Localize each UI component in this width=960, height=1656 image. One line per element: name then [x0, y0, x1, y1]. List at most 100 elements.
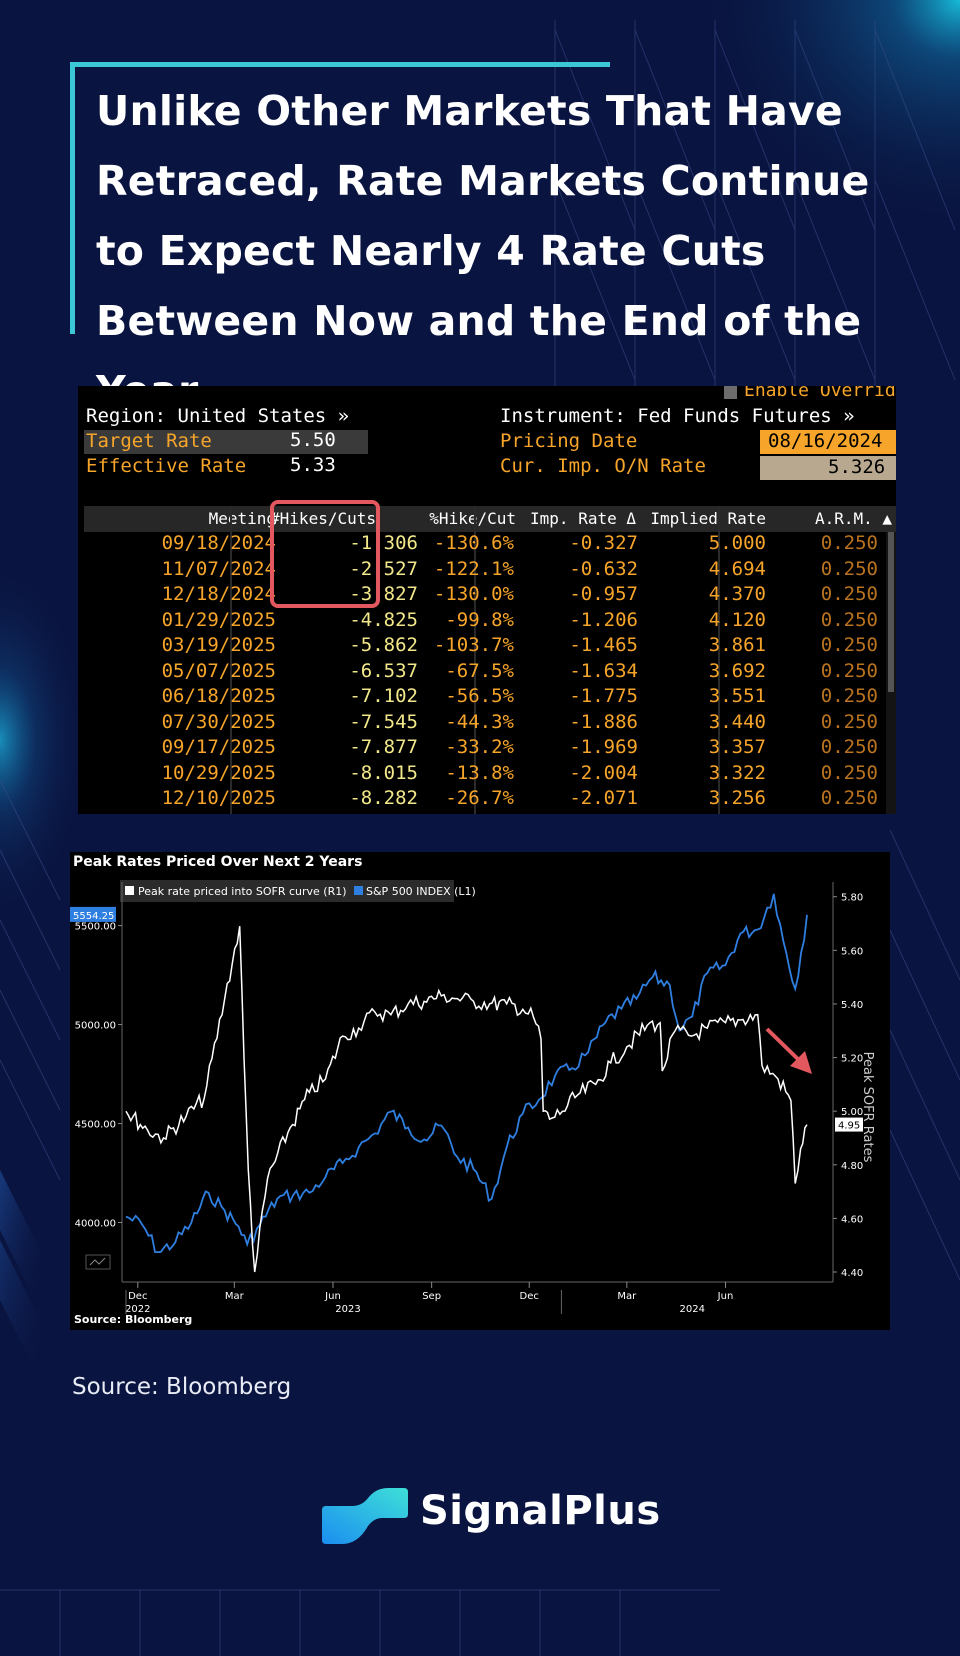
effective-rate-label: Effective Rate [86, 455, 247, 477]
x-tick-label: Mar [617, 1291, 637, 1302]
chart-tool-icon[interactable] [85, 1254, 111, 1270]
col-hikes-cuts[interactable]: #Hikes/Cuts [270, 509, 376, 528]
source-caption: Source: Bloomberg [72, 1374, 292, 1400]
brand-name: SignalPlus [420, 1488, 661, 1534]
last-value-right-badge [835, 1117, 863, 1132]
x-tick-label: Sep [422, 1291, 441, 1302]
hikes-cuts-value: -3.827 [349, 583, 418, 605]
column-divider [230, 506, 232, 814]
imp-rate-delta-value: -1.775 [569, 685, 638, 707]
table-row[interactable]: 07/30/2025 -7.545 -44.3% -1.886 3.440 0.250 [78, 711, 896, 736]
arm-value: 0.250 [820, 736, 878, 758]
hikes-cuts-value: -7.102 [349, 685, 418, 707]
implied-rate-value: 3.551 [708, 685, 766, 707]
hikes-cuts-value: -8.015 [349, 761, 418, 784]
implied-rate-value: 4.370 [708, 583, 766, 605]
pct-hike-cut-value: -99.8% [445, 608, 514, 631]
cur-imp-rate-value: 5.326 [828, 456, 886, 478]
col-meeting[interactable]: Meeting [208, 509, 276, 528]
bloomberg-terminal-panel: Enable Overrides Region: United States »… [78, 386, 896, 814]
title-accent-top [70, 62, 610, 67]
x-axis-ticks: Dec Mar Jun Sep Dec Mar Jun 2022 2023 2024 [125, 1282, 733, 1315]
meeting-date: 12/18/2024 [161, 583, 276, 605]
red-down-arrow-icon [765, 1027, 812, 1074]
series-line-sp500 [125, 893, 808, 1254]
x-tick-label: Jun [717, 1291, 734, 1302]
last-value-left-badge [70, 906, 116, 922]
effective-rate-value: 5.33 [290, 454, 336, 476]
instrument-label[interactable]: Instrument: Fed Funds Futures » [500, 405, 855, 427]
implied-rate-value: 3.440 [708, 710, 766, 733]
enable-overrides-checkbox[interactable] [724, 386, 737, 399]
right-tick-label: 5.00 [841, 1107, 863, 1118]
col-pct-hike-cut[interactable]: %Hike/Cut [429, 509, 516, 528]
legend-box [120, 880, 454, 902]
imp-rate-delta-value: -1.886 [569, 710, 638, 733]
cur-imp-rate-field[interactable] [760, 456, 896, 480]
x-tick-label: Jun [324, 1291, 341, 1302]
page-title: Unlike Other Markets That Have Retraced,… [96, 87, 870, 415]
meeting-date: 09/17/2025 [161, 736, 276, 758]
implied-rate-value: 4.120 [708, 608, 766, 631]
implied-rate-value: 3.357 [708, 736, 766, 758]
pct-hike-cut-value: -130.0% [433, 583, 514, 605]
meeting-date: 01/29/2025 [161, 608, 276, 631]
x-year-label: 2024 [680, 1304, 705, 1315]
meeting-date: 12/10/2025 [161, 787, 276, 809]
table-row[interactable]: 09/17/2025 -7.877 -33.2% -1.969 3.357 0.250 [78, 736, 896, 761]
table-row[interactable]: 06/18/2025 -7.102 -56.5% -1.775 3.551 0.250 [78, 685, 896, 710]
cur-imp-rate-label: Cur. Imp. O/N Rate [500, 455, 706, 477]
last-value-right: 4.95 [835, 1117, 863, 1132]
series-line-sofr [125, 926, 808, 1273]
chart-source: Source: Bloomberg [74, 1313, 192, 1326]
pct-hike-cut-value: -67.5% [445, 659, 514, 682]
table-scrollbar-thumb[interactable] [888, 532, 894, 692]
imp-rate-delta-value: -0.632 [569, 557, 638, 580]
chart-title: Peak Rates Priced Over Next 2 Years [73, 854, 362, 870]
table-row[interactable]: 09/18/2024 -1.306 -130.6% -0.327 5.000 0.250 [78, 532, 896, 557]
imp-rate-delta-value: -1.465 [569, 634, 638, 656]
legend-swatch-sp500 [354, 886, 363, 895]
left-axis-ticks: 4000.00 4500.00 5000.00 5500.00 [75, 922, 122, 1230]
region-label[interactable]: Region: United States » [86, 405, 350, 427]
left-tick-label: 5000.00 [75, 1021, 116, 1032]
pricing-date-value: 08/16/2024 [768, 430, 883, 452]
column-divider [474, 506, 476, 814]
table-row[interactable]: 10/29/2025 -8.015 -13.8% -2.004 3.322 0.250 [78, 762, 896, 787]
imp-rate-delta-value: -0.957 [569, 583, 638, 605]
x-year-label: 2022 [125, 1304, 150, 1315]
pct-hike-cut-value: -130.6% [433, 532, 514, 554]
last-value-left: 5554.25 [70, 906, 116, 922]
imp-rate-delta-value: -1.634 [569, 659, 638, 682]
table-row[interactable]: 03/19/2025 -5.862 -103.7% -1.465 3.861 0.250 [78, 634, 896, 659]
chart-svg: Peak Rates Priced Over Next 2 Years Peak… [70, 854, 875, 1326]
left-tick-label: 5500.00 [75, 922, 116, 933]
right-tick-label: 5.80 [841, 893, 863, 904]
right-tick-label: 4.80 [841, 1161, 863, 1172]
imp-rate-delta-value: -1.969 [569, 736, 638, 758]
col-arm[interactable]: A.R.M. ▲ [814, 509, 892, 528]
right-tick-label: 4.60 [841, 1214, 863, 1225]
table-row[interactable]: 12/18/2024 -3.827 -130.0% -0.957 4.370 0.250 [78, 583, 896, 608]
table-row[interactable]: 11/07/2024 -2.527 -122.1% -0.632 4.694 0.250 [78, 558, 896, 583]
right-tick-label: 5.20 [841, 1054, 863, 1065]
last-value-left-text: 5554.25 [73, 911, 114, 922]
table-row[interactable]: 12/10/2025 -8.282 -26.7% -2.071 3.256 0.250 [78, 787, 896, 812]
col-implied-rate[interactable]: Implied Rate [650, 509, 766, 528]
meeting-date: 05/07/2025 [161, 659, 276, 682]
meeting-date: 07/30/2025 [161, 710, 276, 733]
legend-label-sp500: S&P 500 INDEX (L1) [366, 885, 476, 898]
col-imp-rate-delta[interactable]: Imp. Rate Δ [530, 509, 636, 528]
meeting-date: 09/18/2024 [161, 532, 276, 554]
table-row[interactable]: 01/29/2025 -4.825 -99.8% -1.206 4.120 0.250 [78, 609, 896, 634]
imp-rate-delta-value: -2.004 [569, 761, 638, 784]
meeting-date: 03/19/2025 [161, 634, 276, 656]
pricing-date-field[interactable] [760, 430, 896, 454]
table-row[interactable]: 05/07/2025 -6.537 -67.5% -1.634 3.692 0.250 [78, 660, 896, 685]
implied-rate-value: 3.322 [708, 761, 766, 784]
legend-swatch-sofr [125, 886, 134, 895]
imp-rate-delta-value: -1.206 [569, 608, 638, 631]
x-year-label: 2023 [335, 1304, 360, 1315]
highlight-box [270, 500, 380, 608]
imp-rate-delta-value: -0.327 [569, 532, 638, 554]
